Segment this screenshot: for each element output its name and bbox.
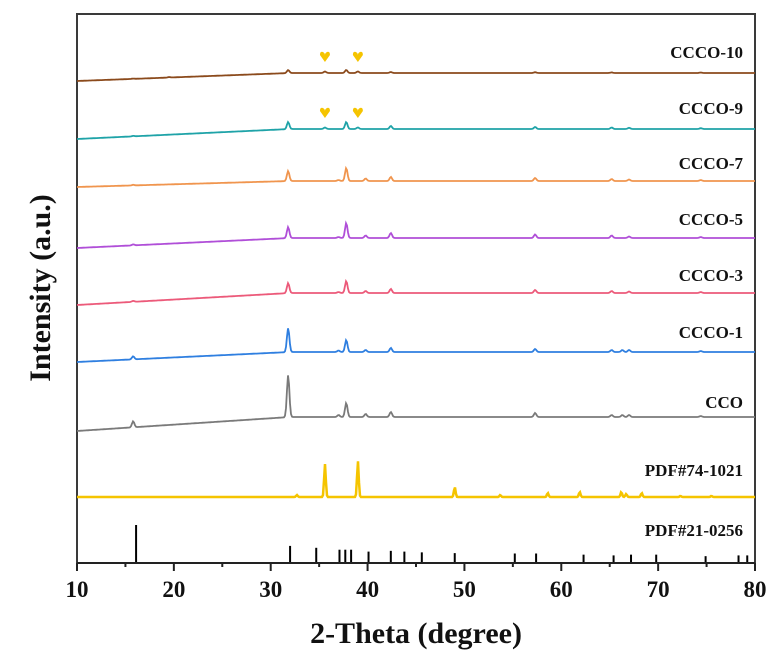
x-tick-label: 40	[356, 577, 379, 602]
series-label: CCCO-3	[679, 266, 743, 285]
y-axis-title: Intensity (a.u.)	[24, 194, 57, 382]
x-axis-title: 2-Theta (degree)	[310, 617, 522, 650]
series-line-ccco-10	[77, 68, 755, 82]
x-tick-label: 50	[453, 577, 476, 602]
series-line-pdf-74-1021	[77, 461, 755, 499]
phase-marker-icon	[352, 107, 363, 118]
series-label: CCCO-10	[670, 43, 743, 62]
series-label: CCCO-5	[679, 210, 743, 229]
series-label: CCCO-1	[679, 323, 743, 342]
series-line-ccco-3	[76, 278, 755, 306]
series-line-ccco-5	[77, 220, 755, 249]
series-label: CCCO-7	[679, 154, 744, 173]
label-layer: CCCO-10 CCCO-9 CCCO-7 CCCO-5 CCCO-3 CCCO-1 CCO…	[645, 43, 744, 540]
plot-frame	[76, 13, 756, 564]
x-tick-label: 20	[162, 577, 185, 602]
phase-marker-icon	[319, 107, 330, 118]
x-tick-label: 70	[647, 577, 670, 602]
x-tick-label: 80	[744, 577, 767, 602]
phase-marker-icon	[319, 51, 330, 62]
x-tick-label: 30	[259, 577, 282, 602]
x-tick-label: 60	[550, 577, 573, 602]
series-line-ccco-1	[77, 328, 755, 363]
x-tick-label: 10	[66, 577, 89, 602]
series-line-cco	[76, 375, 755, 432]
series-label: CCO	[705, 393, 743, 412]
series-line-ccco-7	[77, 165, 755, 188]
series-label: PDF#74-1021	[645, 461, 743, 480]
phase-marker-icon	[352, 51, 363, 62]
series-label: PDF#21-0256	[645, 521, 743, 540]
series-layer	[76, 68, 755, 563]
marker-layer	[319, 51, 363, 118]
series-label: CCCO-9	[679, 99, 743, 118]
series-line-ccco-9	[77, 120, 755, 140]
x-axis: 10 20 30 40 50 60 70 80	[66, 562, 767, 602]
